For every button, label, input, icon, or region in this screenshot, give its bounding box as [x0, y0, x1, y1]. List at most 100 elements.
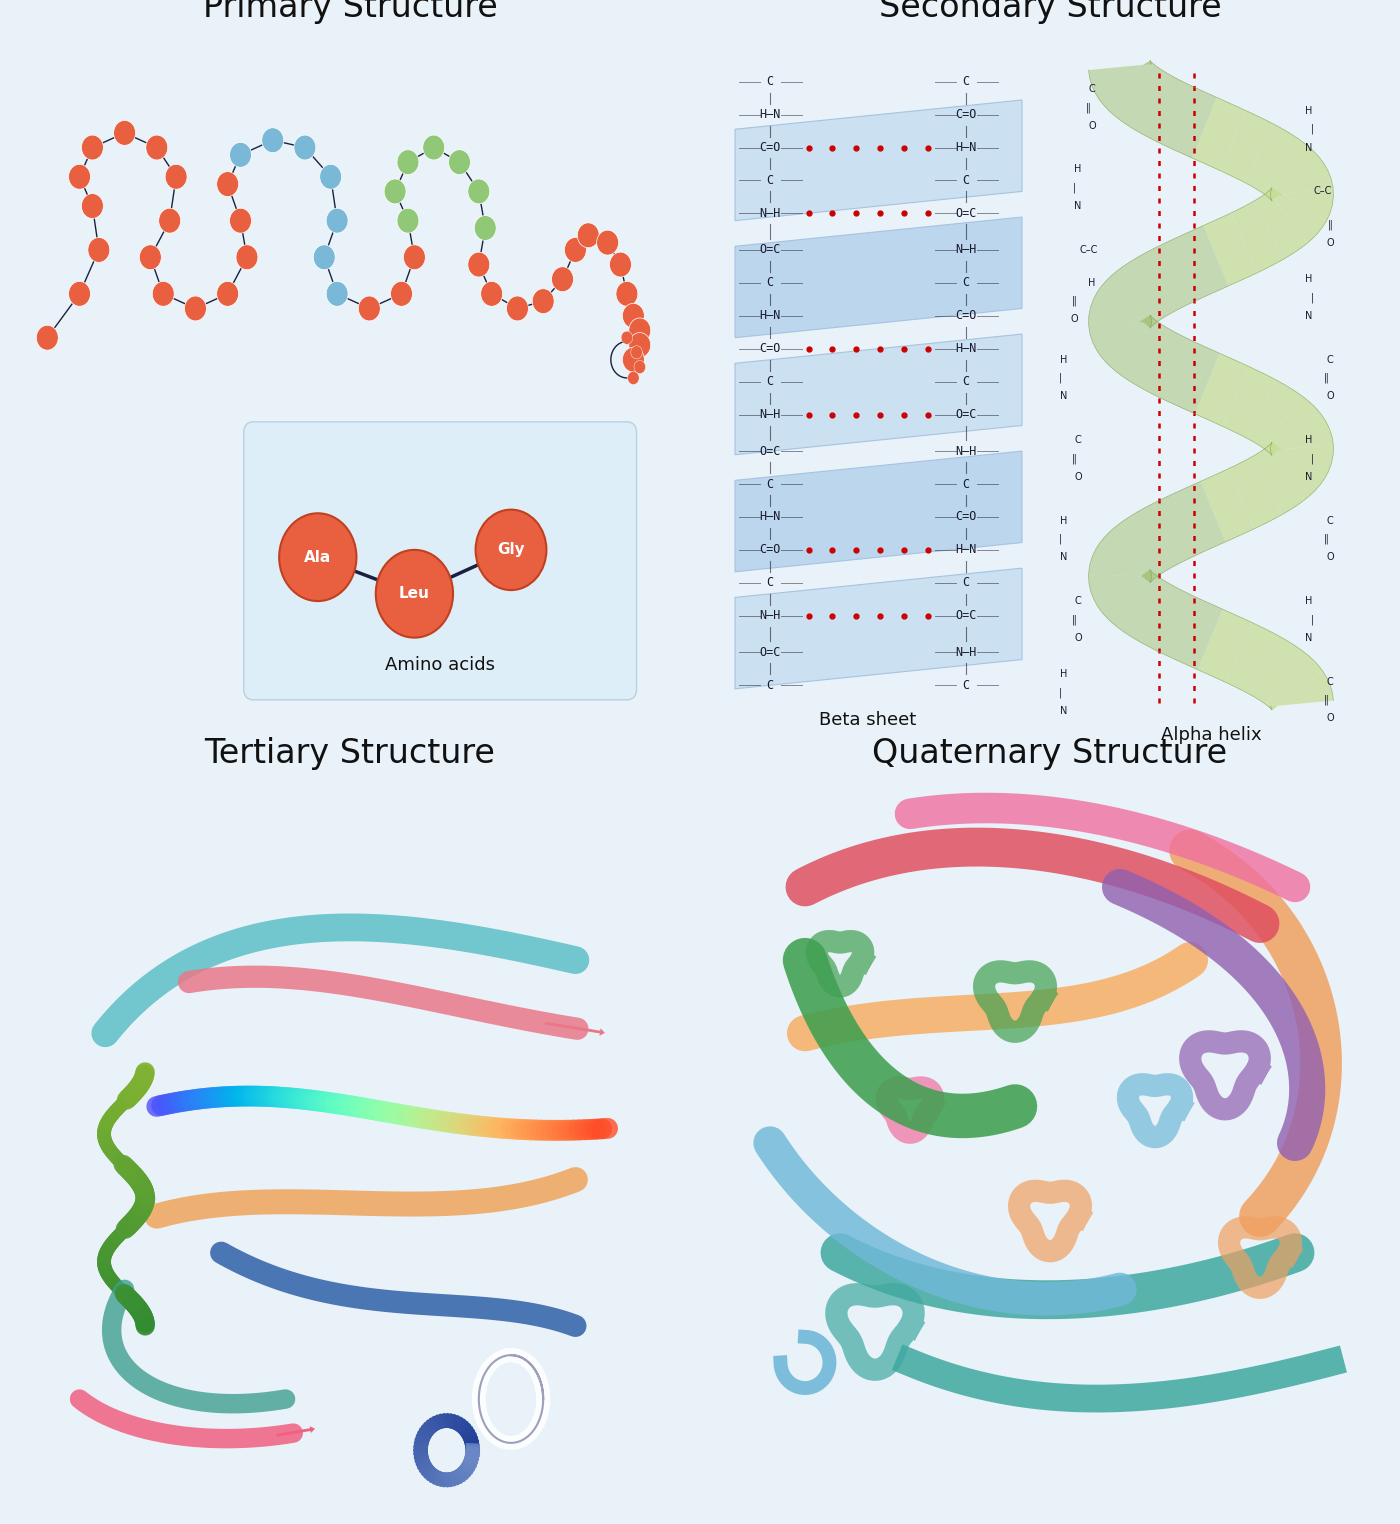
Polygon shape: [1271, 415, 1333, 456]
Text: H: H: [1074, 165, 1082, 174]
Circle shape: [81, 194, 104, 218]
Text: N: N: [1074, 201, 1082, 210]
Circle shape: [627, 372, 640, 384]
Circle shape: [140, 245, 161, 270]
Circle shape: [623, 347, 644, 372]
Polygon shape: [735, 451, 1022, 572]
Text: H: H: [1060, 515, 1068, 526]
Text: ‖: ‖: [1072, 614, 1077, 625]
Polygon shape: [1147, 238, 1200, 311]
Polygon shape: [1245, 123, 1298, 194]
Text: ‖: ‖: [1327, 219, 1333, 230]
Text: ‖: ‖: [1072, 453, 1077, 463]
Text: H–N: H–N: [759, 108, 781, 120]
Circle shape: [423, 136, 445, 160]
Polygon shape: [1142, 585, 1196, 657]
Polygon shape: [1271, 187, 1333, 221]
Title: Secondary Structure: Secondary Structure: [879, 0, 1221, 23]
Circle shape: [113, 120, 136, 145]
Circle shape: [384, 178, 406, 204]
Circle shape: [69, 282, 91, 306]
Text: Beta sheet: Beta sheet: [819, 712, 917, 730]
Polygon shape: [1201, 469, 1254, 543]
Circle shape: [153, 282, 174, 306]
Text: N: N: [1305, 311, 1313, 320]
Circle shape: [326, 209, 349, 233]
Circle shape: [237, 245, 258, 270]
Text: H: H: [1305, 596, 1313, 607]
Polygon shape: [1196, 354, 1249, 427]
Polygon shape: [1193, 98, 1246, 171]
Polygon shape: [1252, 447, 1305, 515]
Polygon shape: [1098, 570, 1155, 628]
Circle shape: [532, 288, 554, 314]
Text: Leu: Leu: [399, 587, 430, 602]
Text: N–H: N–H: [955, 244, 977, 256]
Text: O=C: O=C: [759, 646, 781, 658]
Text: N–H: N–H: [759, 207, 781, 219]
Circle shape: [398, 209, 419, 233]
Polygon shape: [1198, 610, 1252, 683]
Circle shape: [616, 282, 638, 306]
Text: N: N: [1305, 143, 1313, 152]
Polygon shape: [1263, 139, 1319, 201]
Text: H: H: [1305, 274, 1313, 283]
Polygon shape: [1089, 570, 1151, 607]
Polygon shape: [1226, 622, 1278, 695]
Text: C: C: [766, 375, 774, 389]
Circle shape: [146, 136, 168, 160]
Circle shape: [468, 178, 490, 204]
Text: C=O: C=O: [955, 108, 977, 120]
Polygon shape: [1264, 395, 1322, 456]
Polygon shape: [1096, 315, 1155, 372]
Circle shape: [622, 331, 633, 344]
Text: N: N: [1305, 632, 1313, 643]
Circle shape: [564, 238, 587, 262]
Text: O=C: O=C: [955, 207, 977, 219]
Text: H: H: [1060, 355, 1068, 364]
Text: Gly: Gly: [497, 543, 525, 558]
Text: C: C: [962, 678, 970, 692]
Circle shape: [88, 238, 109, 262]
Text: ‖: ‖: [1086, 102, 1091, 113]
Text: N: N: [1060, 552, 1068, 562]
Polygon shape: [735, 568, 1022, 689]
Polygon shape: [1231, 201, 1284, 273]
Polygon shape: [1267, 442, 1324, 500]
Polygon shape: [1175, 226, 1228, 299]
Polygon shape: [1163, 85, 1217, 158]
Text: |: |: [1310, 123, 1315, 134]
Text: N: N: [1060, 392, 1068, 401]
Polygon shape: [1102, 267, 1158, 328]
Text: Ala: Ala: [304, 550, 332, 565]
Text: H–N: H–N: [955, 343, 977, 355]
Polygon shape: [1120, 507, 1173, 578]
Text: |: |: [1058, 687, 1063, 698]
Circle shape: [391, 282, 413, 306]
Text: N: N: [1060, 706, 1068, 716]
Text: N–H: N–H: [955, 445, 977, 457]
Polygon shape: [1119, 575, 1172, 643]
Circle shape: [279, 514, 357, 600]
Title: Primary Structure: Primary Structure: [203, 0, 497, 23]
Text: H: H: [1305, 107, 1313, 116]
Text: C: C: [1075, 596, 1081, 607]
Circle shape: [230, 142, 252, 168]
Circle shape: [476, 509, 546, 590]
Polygon shape: [1172, 482, 1225, 555]
Polygon shape: [1113, 64, 1168, 131]
Polygon shape: [1266, 651, 1323, 710]
Polygon shape: [1140, 329, 1193, 401]
Circle shape: [81, 136, 104, 160]
Circle shape: [629, 332, 651, 358]
Circle shape: [398, 149, 419, 175]
Text: O=C: O=C: [955, 610, 977, 622]
Text: H: H: [1305, 436, 1313, 445]
Text: O: O: [1088, 120, 1096, 131]
Polygon shape: [1169, 597, 1222, 669]
Text: C: C: [1089, 84, 1095, 94]
Text: O=C: O=C: [759, 445, 781, 457]
Text: |: |: [1310, 293, 1315, 303]
Text: C–C: C–C: [1079, 245, 1098, 255]
Circle shape: [403, 245, 426, 270]
